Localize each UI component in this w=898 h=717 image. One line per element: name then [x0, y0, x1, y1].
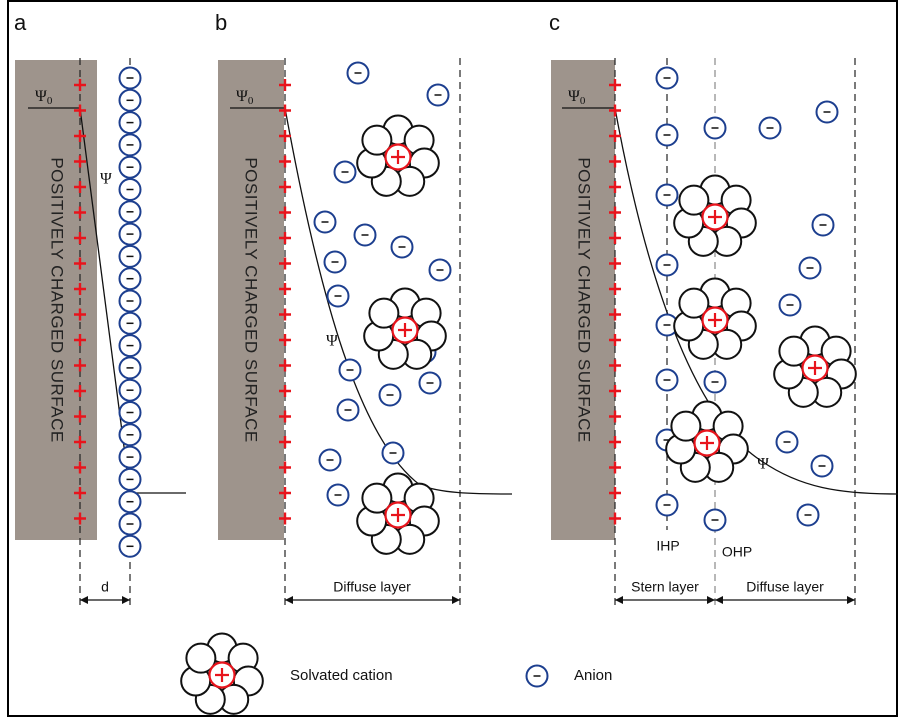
psi-label: Ψ [100, 171, 112, 188]
psi0-subscript: 0 [580, 95, 586, 107]
diagram: a b c POSITIVELY CHARGED SURFACE POSITIV… [0, 0, 898, 717]
layer-label: Stern layer [631, 579, 699, 595]
arrow-head [122, 596, 130, 604]
plane-label: OHP [722, 544, 752, 560]
panel-label: b [215, 10, 227, 35]
arrow-head [285, 596, 293, 604]
arrow-head [715, 596, 723, 604]
surface-label: POSITIVELY CHARGED SURFACE [242, 157, 261, 442]
arrow-head [847, 596, 855, 604]
psi0-symbol: Ψ [236, 88, 248, 105]
frame [8, 1, 897, 716]
panel-label: c [549, 10, 560, 35]
layer-label: d [101, 579, 109, 595]
layer-label: Diffuse layer [333, 579, 411, 595]
shapes [15, 58, 898, 714]
psi-label: Ψ [326, 333, 338, 350]
layer-label: Diffuse layer [746, 579, 824, 595]
legend-label: Anion [574, 667, 612, 684]
psi0-subscript: 0 [47, 95, 53, 107]
page: {"panels": [ {"label": "a", "surface_lab… [0, 0, 898, 717]
legend-label: Solvated cation [290, 667, 393, 684]
plane-label: IHP [656, 538, 679, 554]
surface-label: POSITIVELY CHARGED SURFACE [575, 157, 594, 442]
arrow-head [80, 596, 88, 604]
psi0-symbol: Ψ [35, 88, 47, 105]
arrow-head [615, 596, 623, 604]
panel-label: a [14, 10, 27, 35]
psi0-symbol: Ψ [568, 88, 580, 105]
arrow-head [452, 596, 460, 604]
arrow-head [707, 596, 715, 604]
psi-label: Ψ [757, 456, 769, 473]
surface-label: POSITIVELY CHARGED SURFACE [48, 157, 67, 442]
psi0-subscript: 0 [248, 95, 254, 107]
